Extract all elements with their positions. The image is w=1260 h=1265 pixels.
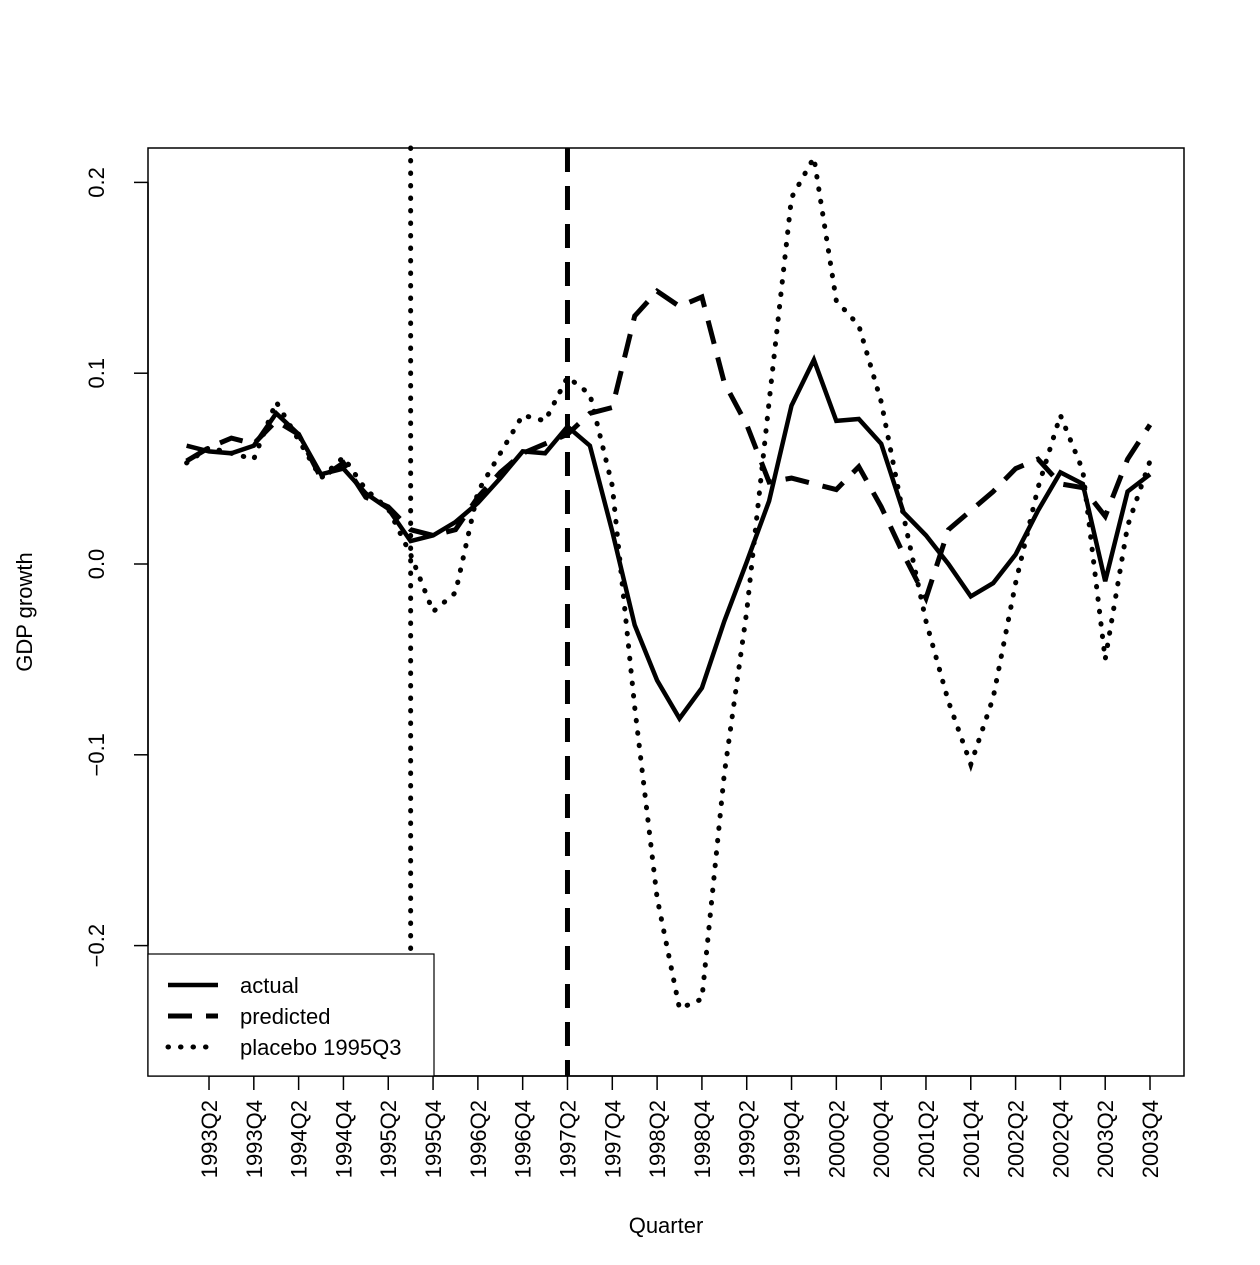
x-tick-label: 1993Q4: [242, 1100, 267, 1178]
y-tick-label: −0.1: [84, 733, 109, 776]
x-tick-label: 2002Q4: [1048, 1100, 1073, 1178]
y-tick-label: 0.0: [84, 549, 109, 580]
plot-frame: [147, 147, 1185, 1077]
x-tick-label: 2003Q4: [1138, 1100, 1163, 1178]
x-tick-label: 1999Q4: [780, 1100, 805, 1178]
vertical-reference-lines: [408, 145, 570, 1079]
x-tick-label: 1998Q2: [645, 1100, 670, 1178]
legend-label: placebo 1995Q3: [240, 1035, 401, 1060]
x-tick-label: 2000Q4: [869, 1100, 894, 1178]
x-tick-label: 1998Q4: [690, 1100, 715, 1178]
legend: actual predicted placebo 1995Q3: [147, 953, 435, 1077]
legend-box: [147, 953, 435, 1077]
x-tick-label: 1995Q4: [421, 1100, 446, 1178]
y-tick-label: 0.2: [84, 167, 109, 198]
x-tick-label: 1996Q4: [511, 1100, 536, 1178]
x-tick-label: 1999Q2: [735, 1100, 760, 1178]
x-tick-label: 1994Q2: [287, 1100, 312, 1178]
x-tick-label: 2003Q2: [1093, 1100, 1118, 1178]
y-axis: −0.2 −0.1 0.0 0.1 0.2: [84, 167, 149, 967]
y-axis-title: GDP growth: [12, 552, 37, 671]
x-tick-label: 1997Q2: [555, 1100, 580, 1178]
x-tick-label: 1997Q4: [600, 1100, 625, 1178]
x-tick-label: 1996Q2: [466, 1100, 491, 1178]
x-axis: 1993Q2 1993Q4 1994Q2 1994Q4 1995Q2 1995Q4 1996…: [197, 1075, 1163, 1178]
x-tick-label: 1995Q2: [376, 1100, 401, 1178]
x-axis-title: Quarter: [629, 1213, 704, 1238]
x-tick-label: 2002Q2: [1004, 1100, 1029, 1178]
series-line-placebo-1995q3: [184, 150, 1153, 1013]
x-tick-label: 2000Q2: [824, 1100, 849, 1178]
y-tick-label: −0.2: [84, 924, 109, 967]
x-tick-label: 2001Q2: [914, 1100, 939, 1178]
x-tick-label: 1994Q4: [331, 1100, 356, 1178]
y-tick-label: 0.1: [84, 358, 109, 389]
x-tick-label: 1993Q2: [197, 1100, 222, 1178]
series-line-predicted: [185, 287, 1153, 605]
x-tick-label: 2001Q4: [959, 1100, 984, 1178]
legend-label: actual: [240, 973, 299, 998]
legend-label: predicted: [240, 1004, 331, 1029]
series-lines: [184, 150, 1153, 1013]
series-line-actual: [186, 354, 1152, 723]
